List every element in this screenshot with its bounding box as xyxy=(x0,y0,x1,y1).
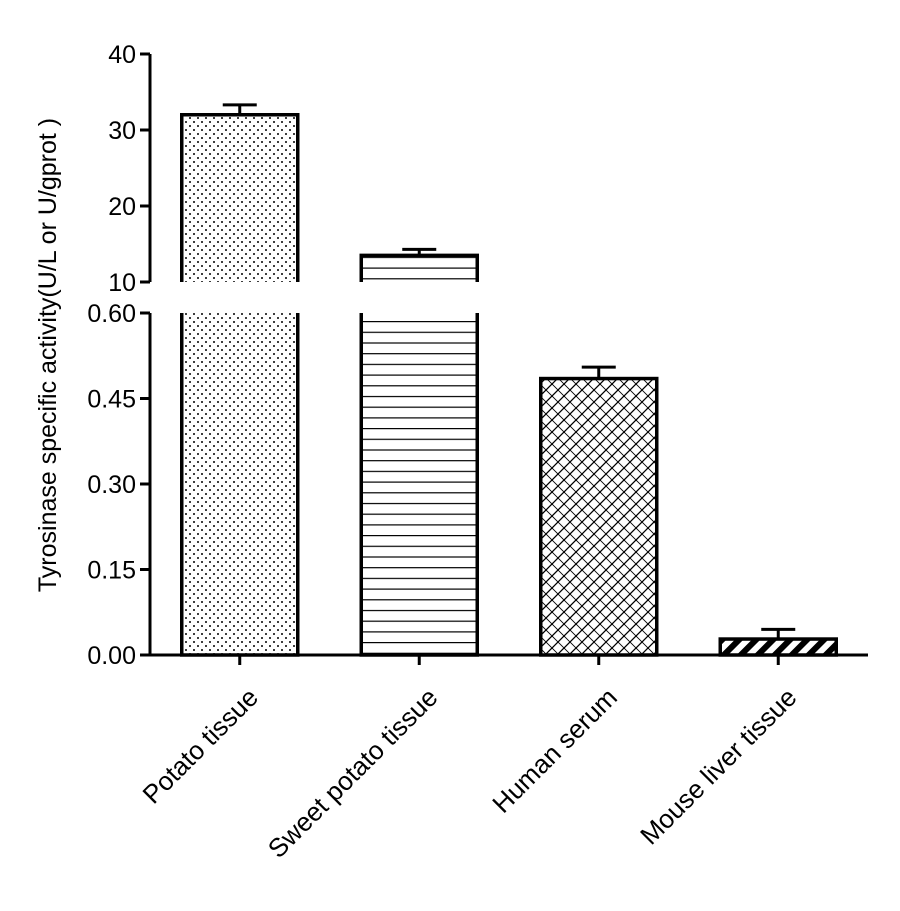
x-tick-label: Human serum xyxy=(486,682,623,819)
y-lower-tick-label: 0.30 xyxy=(87,471,136,499)
bar xyxy=(718,637,838,657)
y-upper-tick-label: 10 xyxy=(108,269,136,297)
bar-lower xyxy=(361,313,478,655)
y-upper-tick-label: 40 xyxy=(108,41,136,69)
bars xyxy=(180,103,838,657)
y-lower-tick-label: 0.60 xyxy=(87,300,136,328)
y-lower-tick-label: 0.15 xyxy=(87,557,136,585)
bar xyxy=(539,376,659,657)
y-upper-tick-label: 30 xyxy=(108,117,136,145)
bar-lower-outline xyxy=(180,313,300,657)
x-tick-label: Sweet potato tissue xyxy=(262,682,444,864)
y-axis-label: Tyrosinase specific activity(U/L or U/gp… xyxy=(34,118,62,592)
x-tick-label: Mouse liver tissue xyxy=(634,682,802,850)
x-tick-label: Potato tissue xyxy=(136,682,264,810)
bar-upper xyxy=(361,255,478,282)
bar-lower xyxy=(181,313,298,655)
y-lower-tick-label: 0.45 xyxy=(87,386,136,414)
bar-lower-outline xyxy=(359,313,479,657)
y-lower-tick-label: 0.00 xyxy=(87,642,136,670)
bar-upper xyxy=(181,114,298,282)
y-upper-tick-label: 20 xyxy=(108,193,136,221)
